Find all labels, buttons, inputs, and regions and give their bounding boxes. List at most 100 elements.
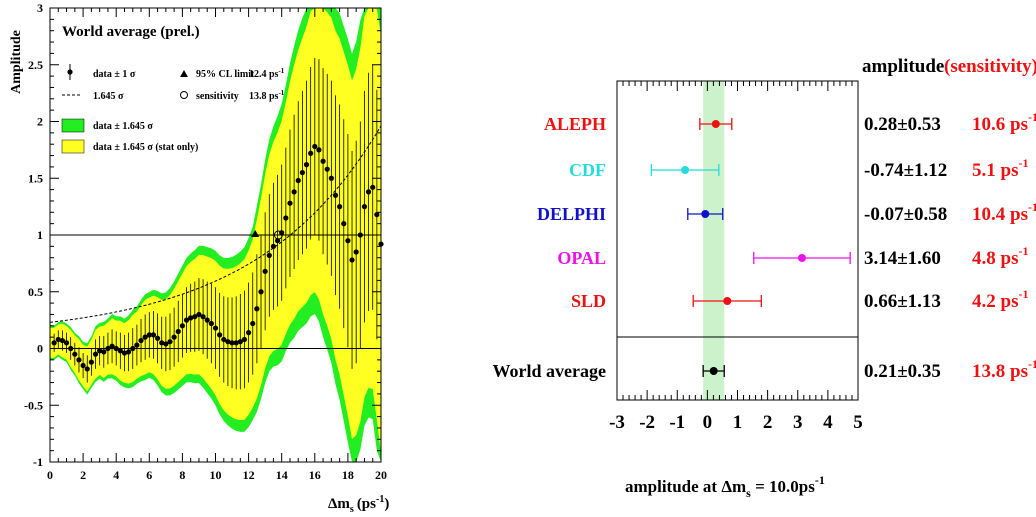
data-point	[370, 184, 376, 190]
data-point	[196, 311, 202, 318]
data-point	[204, 317, 210, 323]
experiment-name: CDF	[569, 160, 606, 180]
limit-marker	[251, 230, 260, 237]
experiment-name: OPAL	[557, 248, 606, 268]
x-tick-label: -2	[639, 412, 655, 433]
data-point	[51, 340, 57, 346]
data-point	[113, 345, 119, 352]
sensitivity-value: 10.6 ps-1	[972, 110, 1036, 135]
data-point	[295, 177, 301, 184]
amplitude-comparison-chart: ALEPH 0.28±0.53 10.6 ps-1 CDF -0.74±1.12 5.1 …	[493, 56, 1036, 500]
amplitude-scan-chart: 0 2 4 6 8 10 12 14 16 18 20 -1 -0.5 0 0.5 1 1.5 2 2.5 3 Wo…	[9, 1, 389, 515]
data-point	[200, 314, 206, 320]
legend-data-label: data ± 1 σ	[93, 69, 136, 80]
data-point	[308, 150, 314, 156]
data-point	[246, 330, 252, 336]
x-tick-label: 2	[80, 468, 86, 482]
data-point	[167, 339, 173, 345]
experiment-name: SLD	[571, 291, 606, 311]
amplitude-value: -0.74±1.12	[864, 160, 947, 181]
data-point	[171, 334, 177, 340]
sensitivity-value: 10.4 ps-1	[972, 200, 1036, 225]
data-point	[101, 349, 107, 355]
data-point	[163, 341, 169, 347]
data-point	[241, 336, 248, 343]
data-point	[188, 315, 194, 321]
y-tick-label: -0.5	[24, 398, 43, 412]
right-frame	[616, 80, 859, 401]
data-point	[88, 359, 94, 365]
plot-frame	[616, 80, 859, 401]
x-axis-ticks: -3 -2 -1 0 1 2 3 4 5	[609, 81, 863, 433]
x-tick-label: 12	[243, 468, 255, 482]
data-point	[287, 200, 293, 206]
data-point	[374, 211, 380, 218]
data-point	[146, 332, 152, 338]
data-point	[225, 339, 231, 345]
data-point	[126, 349, 132, 355]
legend-sens-curve-label: 1.645 σ	[93, 91, 124, 102]
sensitivity-value: 4.2 ps-1	[972, 287, 1028, 312]
x-tick-label: 18	[342, 468, 354, 482]
legend-yellow-swatch	[61, 139, 85, 154]
data-point	[332, 192, 339, 198]
sensitivity-curve	[49, 125, 382, 323]
y-tick-label: 3	[37, 1, 43, 15]
x-axis-ticks: 0 2 4 6 8 10 12 14 16 18 20	[47, 8, 387, 482]
data-point	[142, 334, 148, 340]
value-point	[723, 297, 732, 305]
y-tick-label: -1	[33, 455, 43, 469]
value-point	[701, 210, 710, 218]
data-point	[250, 320, 256, 327]
sensitivity-value: 5.1 ps-1	[972, 156, 1028, 181]
data-point	[80, 362, 86, 369]
x-tick-label: 16	[309, 468, 321, 482]
data-point	[266, 252, 272, 259]
x-tick-label: 0	[47, 468, 53, 482]
y-tick-label: 0.5	[28, 285, 43, 299]
legend-sensitivity-value: 13.8 ps-1	[249, 89, 285, 102]
data-point	[192, 314, 198, 320]
data-point	[208, 320, 214, 327]
x-tick-label: 1	[733, 412, 743, 433]
x-tick-label: 4	[823, 412, 833, 433]
data-point	[105, 345, 111, 352]
data-point	[72, 351, 78, 357]
data-point	[357, 232, 363, 238]
sensitivity-marker	[273, 230, 283, 240]
data-point	[97, 348, 103, 354]
value-point	[681, 166, 690, 174]
amplitude-value: -0.07±0.58	[864, 204, 947, 225]
y-tick-label: 1.5	[28, 171, 43, 185]
data-point	[55, 336, 61, 343]
x-axis-title: amplitude at Δms = 10.0ps-1	[625, 473, 825, 500]
experiment-name: World average	[493, 361, 606, 381]
legend-data-marker	[67, 64, 73, 80]
legend-limit-value: 12.4 ps-1	[249, 67, 285, 80]
data-point	[316, 147, 322, 153]
y-axis-title: Amplitude	[9, 30, 24, 94]
data-point	[233, 340, 239, 346]
data-point	[262, 268, 268, 274]
data-point	[221, 336, 227, 343]
x-tick-label: 0	[703, 412, 713, 433]
x-tick-label: 8	[179, 468, 185, 482]
amplitude-value: 0.28±0.53	[864, 114, 941, 135]
x-tick-label: 14	[276, 468, 288, 482]
data-point	[150, 332, 157, 338]
data-point	[130, 345, 136, 352]
data-point	[229, 340, 235, 346]
x-tick-label: 3	[793, 412, 803, 433]
legend-limit-label: 95% CL limit	[196, 69, 255, 80]
data-point	[291, 189, 297, 195]
data-point	[179, 323, 185, 329]
x-tick-label: -1	[669, 412, 685, 433]
value-point	[709, 367, 718, 375]
x-tick-label: 5	[853, 412, 863, 433]
data-point	[349, 257, 355, 263]
data-point	[328, 175, 334, 181]
data-point	[154, 335, 161, 341]
y-tick-label: 1	[37, 228, 43, 242]
legend-green-swatch	[61, 118, 85, 133]
